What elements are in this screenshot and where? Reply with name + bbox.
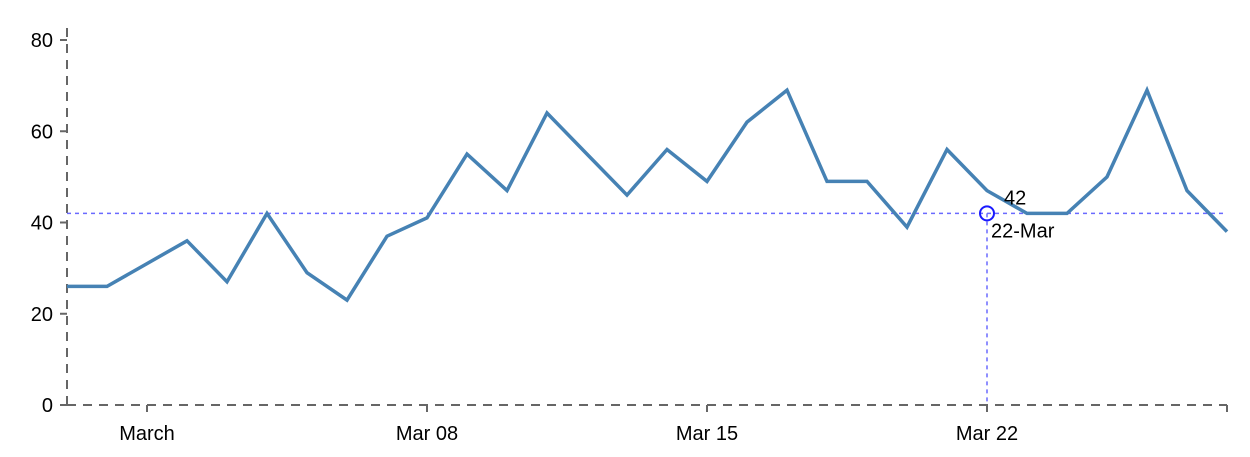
- y-tick-label: 40: [31, 213, 53, 235]
- y-tick-label: 20: [31, 304, 53, 326]
- y-axis: 0 20 40 60 80: [31, 22, 68, 417]
- x-tick-label: March: [119, 423, 175, 445]
- focus-date-label: 22-Mar: [991, 220, 1055, 242]
- y-tick-label: 60: [31, 121, 53, 143]
- focus-value-label: 42: [1004, 187, 1026, 209]
- y-tick-label: 80: [31, 30, 53, 52]
- x-axis: March Mar 08 Mar 15 Mar 22: [67, 404, 1228, 445]
- y-tick-label: 0: [42, 395, 53, 417]
- x-tick-label: Mar 08: [396, 423, 458, 445]
- series-line: [67, 85, 1229, 303]
- series-group: [67, 85, 1229, 303]
- x-tick-label: Mar 15: [676, 423, 738, 445]
- focus-point-marker: [979, 205, 995, 222]
- focus-marker-group[interactable]: 42 22-Mar: [979, 187, 1055, 242]
- x-tick-label: Mar 22: [956, 423, 1018, 445]
- focus-guides: [67, 212, 1227, 405]
